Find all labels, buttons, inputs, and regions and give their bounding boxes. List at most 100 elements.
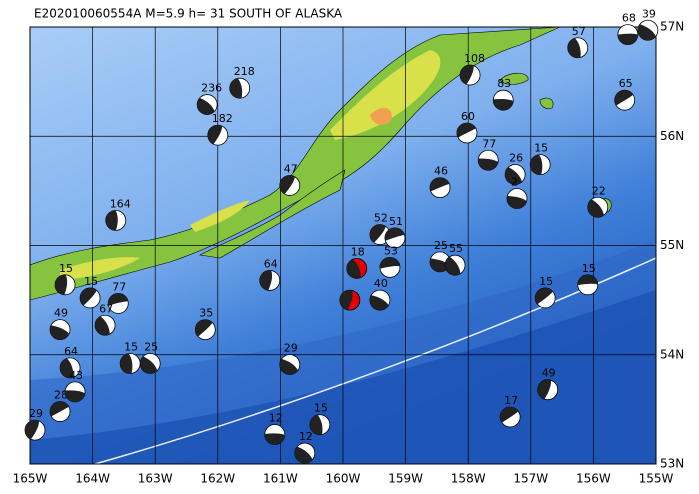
focal-mechanism <box>279 354 301 375</box>
event-label: 49 <box>542 367 556 380</box>
focal-mechanism <box>105 209 127 231</box>
focal-mechanism <box>294 442 316 464</box>
event-label: 77 <box>112 280 126 293</box>
event-label: 2 <box>511 176 518 189</box>
event-label: 12 <box>299 430 313 443</box>
beachball-quadrant <box>229 78 243 99</box>
beachball-quadrant <box>493 99 514 111</box>
lon-label: 161W <box>263 472 298 486</box>
beachball-quadrant <box>637 24 656 41</box>
beachball-quadrant <box>339 290 353 310</box>
event-label: 35 <box>199 307 213 320</box>
event-label: 25 <box>144 340 158 353</box>
focal-mechanism <box>492 89 514 111</box>
focal-mechanism <box>64 381 86 403</box>
focal-mechanism <box>196 94 218 115</box>
beachball-quadrant <box>530 154 543 175</box>
lon-label: 162W <box>200 472 235 486</box>
event-label: 46 <box>434 165 448 178</box>
beachball-quadrant <box>537 379 552 400</box>
focal-mechanism <box>617 24 639 46</box>
beachball-quadrant <box>55 274 68 295</box>
beachball-quadrant <box>614 90 634 106</box>
beachball-quadrant <box>500 407 519 423</box>
beachball-quadrant <box>25 420 40 440</box>
focal-mechanism <box>346 258 368 279</box>
beachball-quadrant <box>105 210 118 231</box>
beachball-quadrant <box>279 175 295 194</box>
beachball-quadrant <box>587 199 604 218</box>
focal-mechanism <box>119 353 141 374</box>
event-label: 68 <box>622 12 636 25</box>
beachball-quadrant <box>567 38 581 58</box>
beachball-quadrant <box>195 319 213 337</box>
beachball-quadrant <box>279 358 298 375</box>
focal-mechanism <box>59 357 81 379</box>
lon-label: 159W <box>388 472 423 486</box>
focal-mechanism <box>207 124 229 146</box>
lon-label: 163W <box>138 472 173 486</box>
focal-mechanism <box>456 122 478 144</box>
event-label: 15 <box>314 402 328 415</box>
beachball-quadrant <box>108 293 129 306</box>
event-label: 53 <box>384 244 398 257</box>
event-label: 60 <box>461 110 475 123</box>
event-label: 15 <box>84 275 98 288</box>
focal-mechanism <box>279 175 301 196</box>
beachball-quadrant <box>50 325 70 340</box>
focal-mechanism <box>309 414 331 436</box>
event-label: 15 <box>539 275 553 288</box>
beachball-quadrant <box>430 258 450 272</box>
focal-mechanism <box>379 256 401 278</box>
event-label: 65 <box>619 77 633 90</box>
event-label: 15 <box>124 340 138 353</box>
beachball-quadrant <box>505 167 522 185</box>
focal-mechanism <box>194 319 216 341</box>
focal-mechanism <box>587 196 609 218</box>
focal-mechanism <box>499 406 521 428</box>
event-label: 12 <box>269 412 283 425</box>
event-label: 43 <box>69 369 83 382</box>
beachball-quadrant <box>384 227 405 241</box>
event-label: 164 <box>110 197 131 210</box>
focal-mechanism <box>229 77 251 99</box>
beachball-quadrant <box>50 401 69 417</box>
beachball-quadrant <box>346 259 361 279</box>
lon-label: 157W <box>513 472 548 486</box>
event-label: 77 <box>482 137 496 150</box>
focal-mechanism <box>24 419 46 441</box>
focal-mechanism <box>259 270 281 291</box>
event-label: 83 <box>497 77 511 90</box>
event-label: 15 <box>59 262 73 275</box>
lon-label: 164W <box>75 472 110 486</box>
event-label: 64 <box>264 257 278 270</box>
event-label: 64 <box>64 345 78 358</box>
event-label: 236 <box>201 82 222 95</box>
event-label: 47 <box>284 162 298 175</box>
event-label: 49 <box>54 307 68 320</box>
beachball-quadrant <box>65 390 85 402</box>
beachball-quadrant <box>460 65 474 85</box>
lat-label: 53N <box>660 457 684 471</box>
beachball-quadrant <box>478 158 499 171</box>
lon-label: 158W <box>451 472 486 486</box>
beachball-quadrant <box>207 125 223 145</box>
event-label: 15 <box>534 142 548 155</box>
focal-mechanism <box>49 401 71 422</box>
focal-mechanism <box>637 19 659 41</box>
beachball-quadrant <box>294 446 313 464</box>
beachball-quadrant <box>369 295 389 311</box>
beachball-quadrant <box>507 195 527 209</box>
beachball-quadrant <box>120 353 133 374</box>
focal-mechanism <box>567 37 589 59</box>
focal-mechanism <box>94 314 116 336</box>
event-label: 25 <box>434 239 448 252</box>
lon-label: 160W <box>326 472 361 486</box>
map-title: E202010060554A M=5.9 h= 31 SOUTH OF ALAS… <box>34 7 343 21</box>
lat-label: 54N <box>660 347 684 361</box>
focal-mechanism <box>107 293 129 314</box>
beachball-quadrant <box>264 433 285 445</box>
lat-label: 57N <box>660 20 684 34</box>
beachball-quadrant <box>577 274 598 286</box>
event-label: 39 <box>642 7 656 20</box>
